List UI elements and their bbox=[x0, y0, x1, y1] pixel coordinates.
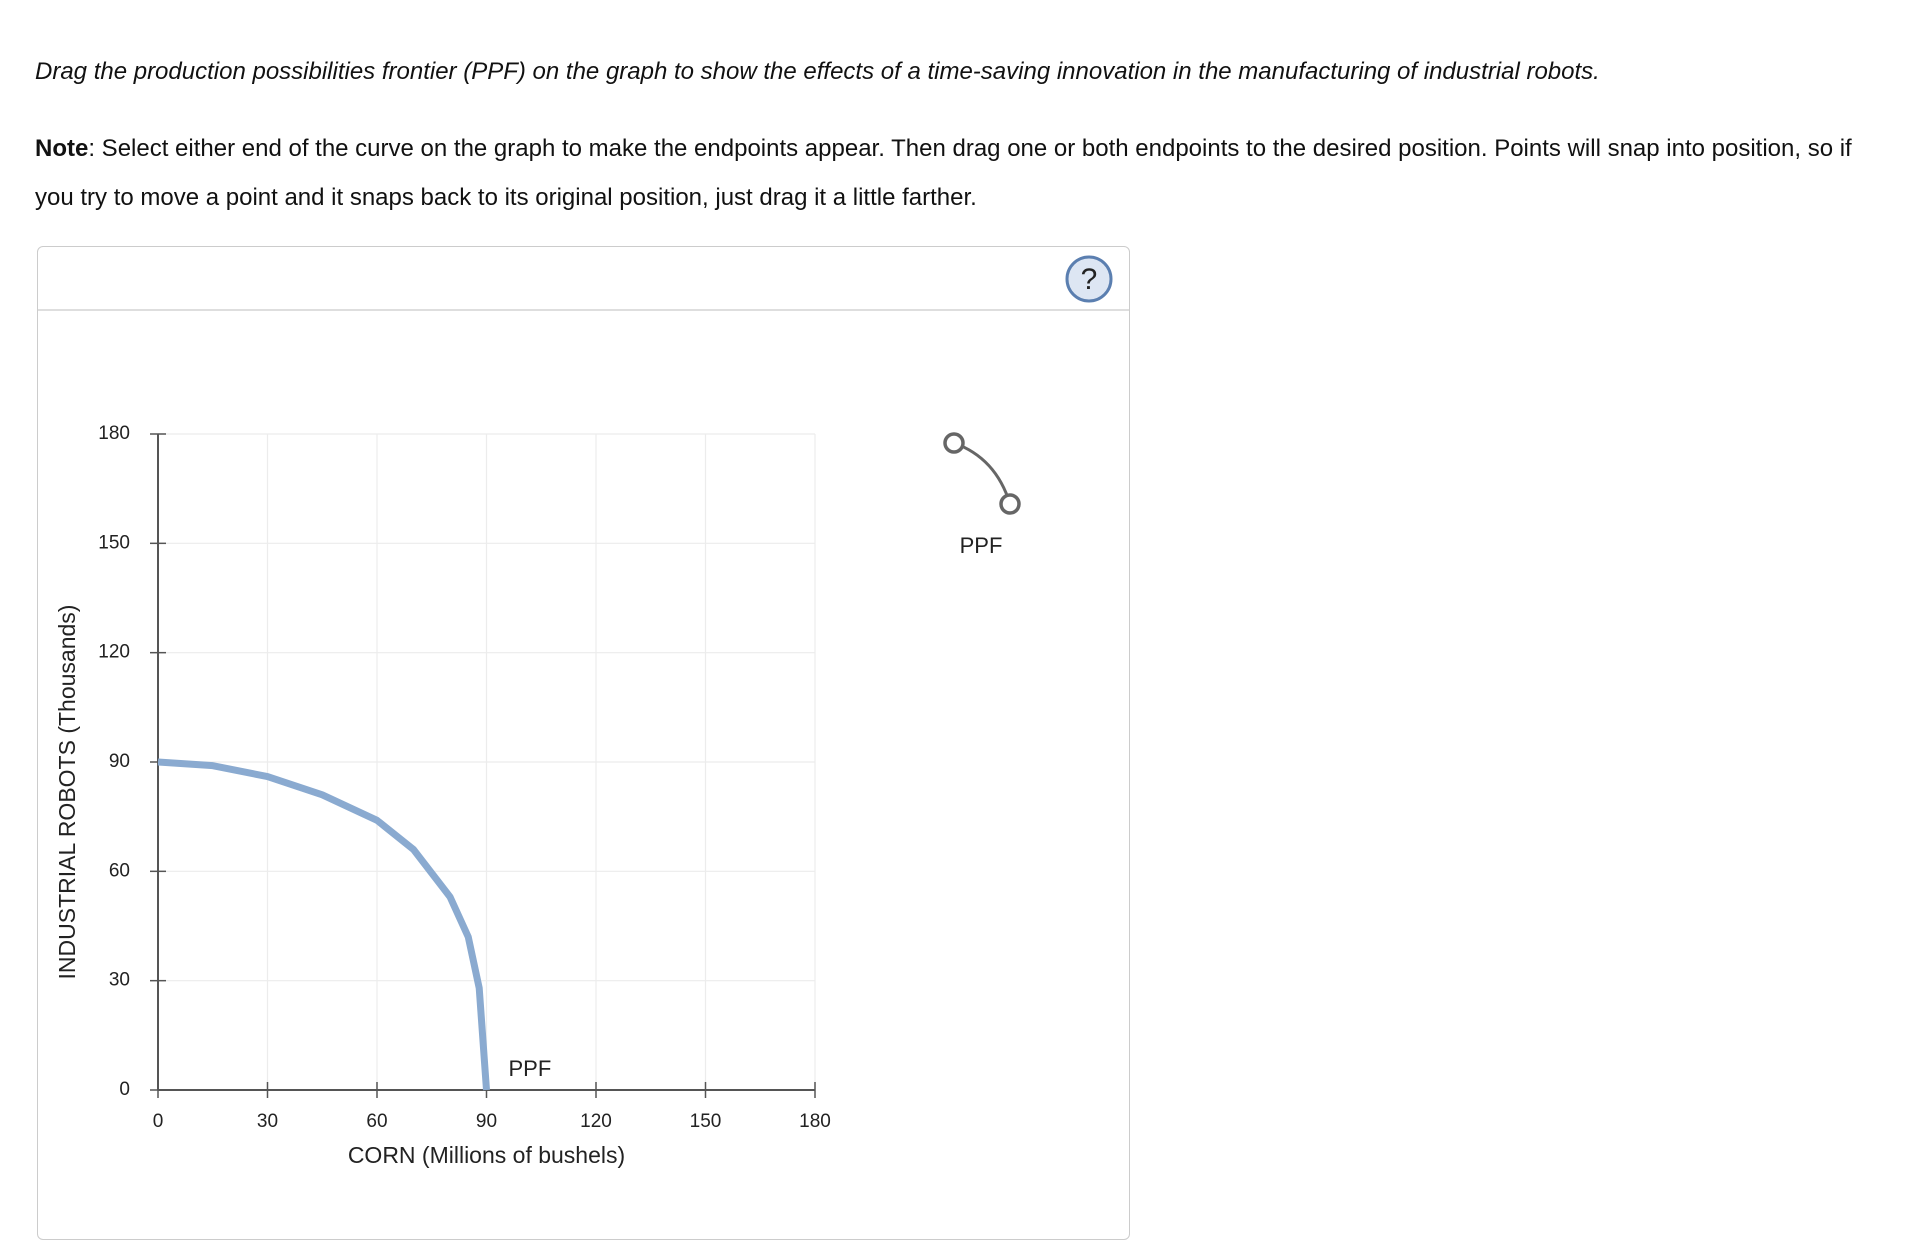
ppf-tool[interactable]: PPF bbox=[943, 432, 1021, 558]
y-tick-label: 150 bbox=[98, 532, 130, 553]
y-tick-label: 90 bbox=[109, 751, 130, 772]
x-tick-label: 90 bbox=[476, 1111, 497, 1132]
ppf-curve[interactable] bbox=[157, 758, 490, 1091]
x-tick-label: 180 bbox=[799, 1111, 831, 1132]
x-tick-label: 0 bbox=[153, 1111, 164, 1132]
curve-label: PPF bbox=[509, 1056, 552, 1081]
ppf-tool-endpoint[interactable] bbox=[943, 432, 965, 454]
x-tick-label: 150 bbox=[690, 1111, 722, 1132]
x-tick-label: 120 bbox=[580, 1111, 612, 1132]
graph-panel bbox=[37, 246, 1130, 1240]
y-tick-label: 180 bbox=[98, 423, 130, 444]
ppf-tool-label[interactable]: PPF bbox=[960, 533, 1003, 558]
y-axis-label: INDUSTRIAL ROBOTS (Thousands) bbox=[54, 605, 80, 980]
note-text: : Select either end of the curve on the … bbox=[35, 135, 1852, 211]
note-label: Note bbox=[35, 135, 89, 162]
y-tick-label: 60 bbox=[109, 860, 130, 881]
x-tick-label: 30 bbox=[257, 1111, 278, 1132]
help-circle[interactable] bbox=[1065, 255, 1113, 303]
x-axis-label: CORN (Millions of bushels) bbox=[348, 1142, 625, 1168]
note: Note: Select either end of the curve on … bbox=[35, 124, 1895, 222]
y-tick-label: 0 bbox=[119, 1079, 130, 1100]
ppf-tool-endpoint[interactable] bbox=[999, 493, 1021, 515]
x-tick-label: 60 bbox=[366, 1111, 387, 1132]
help-icon[interactable]: ? bbox=[1081, 263, 1098, 296]
y-tick-label: 30 bbox=[109, 970, 130, 991]
instructions: Drag the production possibilities fronti… bbox=[35, 58, 1600, 85]
help-button[interactable]: ? bbox=[1065, 255, 1113, 303]
ppf-tool-curve[interactable] bbox=[953, 441, 1012, 505]
y-tick-label: 120 bbox=[98, 642, 130, 663]
